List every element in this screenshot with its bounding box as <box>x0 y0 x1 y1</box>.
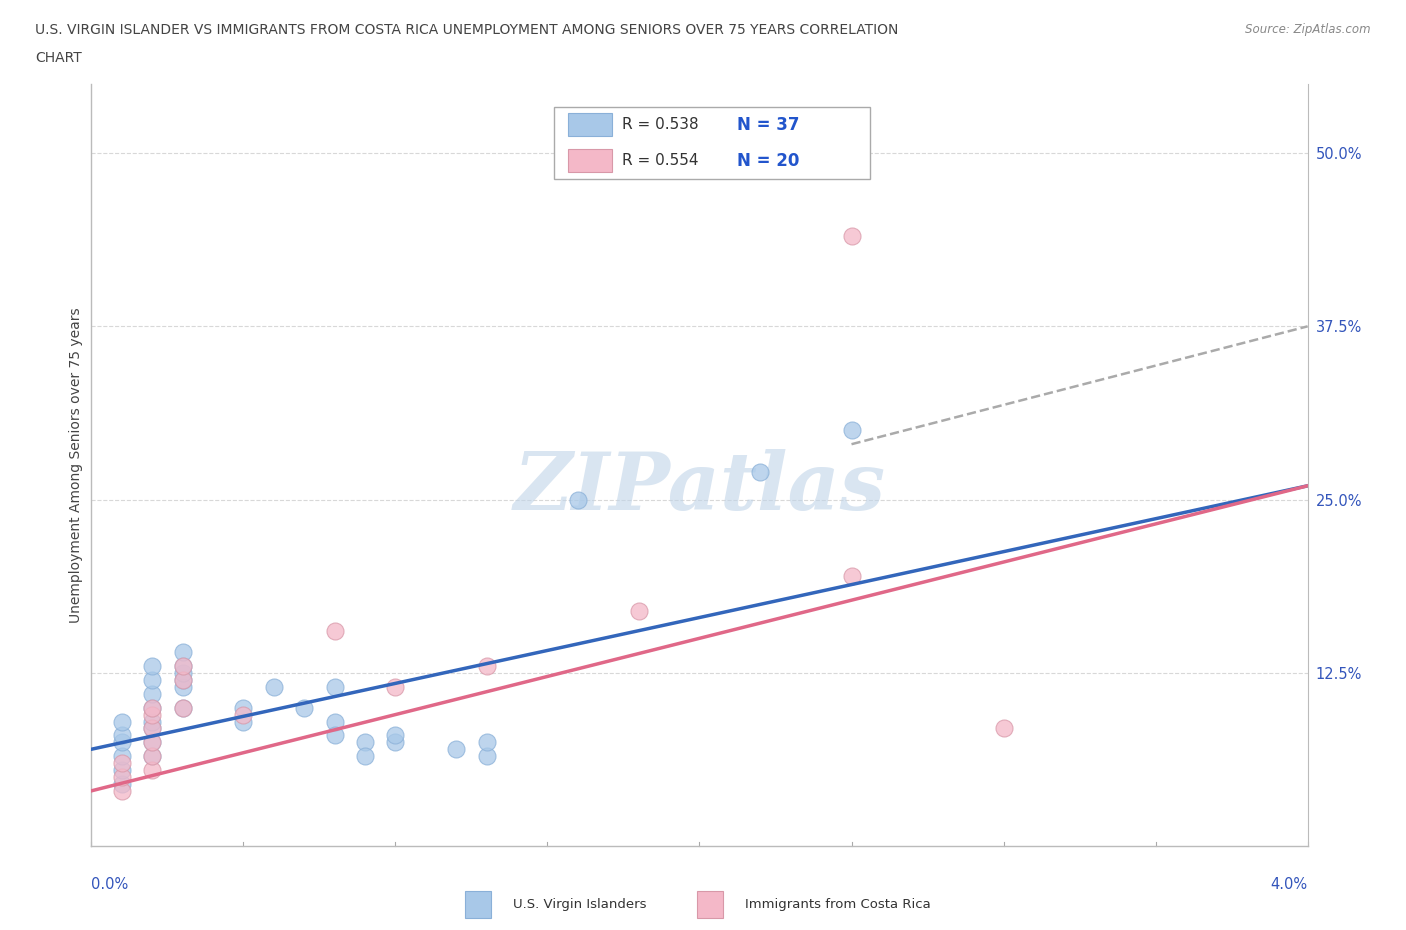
Point <box>384 680 406 695</box>
Point <box>627 604 650 618</box>
Point <box>141 721 163 736</box>
Text: CHART: CHART <box>35 51 82 65</box>
Point <box>292 700 315 715</box>
Point <box>354 735 377 750</box>
Point <box>475 735 498 750</box>
Point <box>111 763 134 777</box>
Point <box>232 700 254 715</box>
Point <box>172 680 194 695</box>
Point <box>841 229 863 244</box>
Point <box>111 714 134 729</box>
Text: R = 0.554: R = 0.554 <box>621 153 699 168</box>
Text: N = 20: N = 20 <box>737 152 800 170</box>
Point <box>749 464 772 479</box>
Text: U.S. Virgin Islanders: U.S. Virgin Islanders <box>513 898 647 911</box>
Point <box>841 568 863 583</box>
Point <box>141 686 163 701</box>
Point <box>475 749 498 764</box>
Point <box>141 749 163 764</box>
Point <box>141 658 163 673</box>
Point <box>111 728 134 743</box>
Text: N = 37: N = 37 <box>737 115 800 134</box>
Point <box>172 700 194 715</box>
Point <box>475 658 498 673</box>
Point <box>141 749 163 764</box>
Point <box>323 624 346 639</box>
Point <box>141 721 163 736</box>
Text: R = 0.538: R = 0.538 <box>621 117 699 132</box>
Point <box>323 680 346 695</box>
Point <box>172 672 194 687</box>
Point <box>111 749 134 764</box>
Point <box>263 680 285 695</box>
Point <box>172 700 194 715</box>
Point <box>354 749 377 764</box>
Point <box>141 672 163 687</box>
Point <box>384 735 406 750</box>
Text: 0.0%: 0.0% <box>91 877 128 892</box>
Point <box>993 721 1015 736</box>
Point <box>141 735 163 750</box>
FancyBboxPatch shape <box>568 150 612 172</box>
Point <box>232 714 254 729</box>
Point <box>111 769 134 784</box>
Point <box>172 666 194 681</box>
Text: Source: ZipAtlas.com: Source: ZipAtlas.com <box>1246 23 1371 36</box>
Point <box>111 735 134 750</box>
Point <box>172 672 194 687</box>
Point <box>172 644 194 659</box>
Y-axis label: Unemployment Among Seniors over 75 years: Unemployment Among Seniors over 75 years <box>69 307 83 623</box>
Point <box>444 742 467 757</box>
Point <box>111 777 134 791</box>
Point <box>141 735 163 750</box>
Point <box>111 783 134 798</box>
Point <box>323 714 346 729</box>
Point <box>141 707 163 722</box>
Point <box>232 707 254 722</box>
Point <box>141 700 163 715</box>
FancyBboxPatch shape <box>554 107 870 179</box>
Point <box>172 658 194 673</box>
Text: ZIPatlas: ZIPatlas <box>513 449 886 526</box>
Point <box>141 700 163 715</box>
FancyBboxPatch shape <box>568 113 612 136</box>
Point <box>172 658 194 673</box>
Point <box>141 763 163 777</box>
Point <box>323 728 346 743</box>
Point <box>384 728 406 743</box>
Text: Immigrants from Costa Rica: Immigrants from Costa Rica <box>745 898 931 911</box>
Text: 4.0%: 4.0% <box>1271 877 1308 892</box>
Point <box>567 492 589 507</box>
Point <box>141 714 163 729</box>
Text: U.S. VIRGIN ISLANDER VS IMMIGRANTS FROM COSTA RICA UNEMPLOYMENT AMONG SENIORS OV: U.S. VIRGIN ISLANDER VS IMMIGRANTS FROM … <box>35 23 898 37</box>
Point <box>111 756 134 771</box>
Point <box>841 423 863 438</box>
